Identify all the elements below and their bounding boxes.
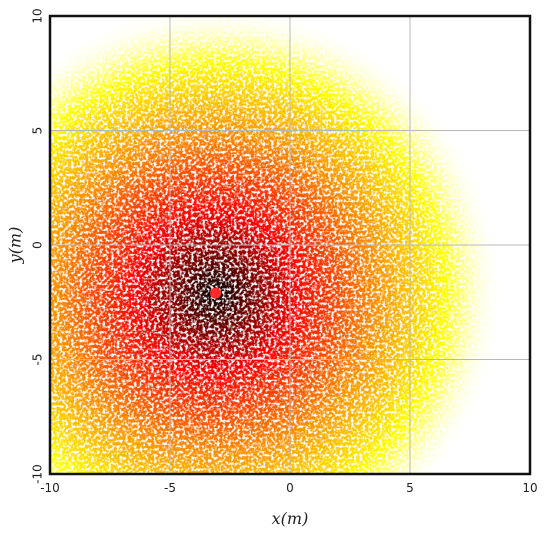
tick-labels: -10 -5 0 5 10 -10 -5 0 5 10 (31, 8, 538, 495)
x-tick-label: -10 (40, 481, 60, 495)
y-tick-label: -5 (31, 354, 45, 366)
x-tick-label: 10 (522, 481, 537, 495)
x-tick-label: 0 (286, 481, 294, 495)
y-tick-label: 0 (31, 241, 45, 249)
y-tick-label: 5 (31, 127, 45, 135)
center-marker (210, 287, 222, 299)
y-axis-title: y(m) (6, 227, 25, 265)
y-tick-label: -10 (31, 464, 45, 484)
plot-frame (48, 14, 532, 476)
y-tick-label: 10 (31, 8, 45, 23)
center-marker-layer (210, 287, 222, 299)
grid (50, 16, 530, 474)
x-tick-label: 5 (406, 481, 414, 495)
x-axis-title: x(m) (272, 509, 309, 528)
x-tick-label: -5 (164, 481, 176, 495)
